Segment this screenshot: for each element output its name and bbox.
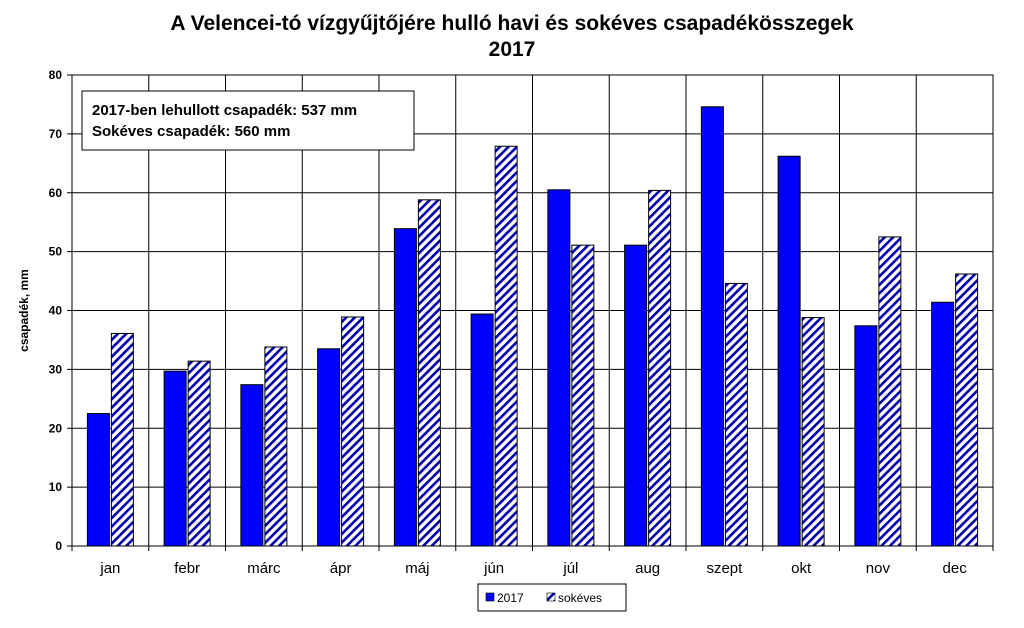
bar-2017-nov: [854, 325, 878, 547]
legend-label-2017: 2017: [497, 591, 524, 605]
bar-2017-jún: [470, 313, 494, 547]
x-tick-label: dec: [943, 560, 968, 577]
x-tick-label: nov: [866, 560, 891, 577]
bar-2017-jan: [86, 413, 110, 547]
y-tick-label: 60: [49, 186, 63, 200]
y-tick-label: 20: [49, 421, 63, 435]
x-tick-label: máj: [405, 560, 429, 577]
bar-sokeves-júl: [571, 244, 595, 547]
bar-2017-márc: [240, 384, 264, 547]
legend-label-sokeves: sokéves: [558, 591, 602, 605]
bar-sokeves-okt: [801, 317, 825, 547]
annotation-box: 2017-ben lehullott csapadék: 537 mm Soké…: [81, 90, 415, 151]
bar-2017-febr: [163, 370, 187, 547]
annotation-line-1: 2017-ben lehullott csapadék: 537 mm: [92, 102, 357, 119]
x-tick-label: jún: [483, 560, 504, 577]
x-tick-label: aug: [635, 560, 660, 577]
bar-sokeves-ápr: [341, 316, 365, 547]
bar-2017-aug: [624, 244, 648, 547]
x-tick-label: ápr: [330, 560, 352, 577]
bar-sokeves-jún: [494, 145, 518, 547]
legend: 2017 sokéves: [477, 583, 627, 612]
bar-sokeves-márc: [264, 346, 288, 547]
bar-2017-szept: [700, 106, 724, 547]
x-tick-label: júl: [562, 560, 578, 577]
bar-2017-júl: [547, 189, 571, 547]
bar-sokeves-dec: [955, 273, 979, 547]
y-tick-label: 80: [49, 68, 63, 82]
bar-2017-ápr: [317, 348, 341, 547]
bar-sokeves-jan: [110, 332, 134, 547]
legend-swatch-2017: [485, 592, 495, 602]
bar-sokeves-máj: [417, 199, 441, 547]
y-axis-label: csapadék, mm: [17, 269, 31, 352]
legend-swatch-sokeves: [546, 592, 556, 602]
chart-subtitle: 2017: [488, 38, 536, 61]
x-tick-label: márc: [247, 560, 281, 577]
chart-title: A Velencei-tó vízgyűjtőjére hulló havi é…: [170, 12, 854, 35]
bar-sokeves-aug: [648, 189, 672, 547]
y-tick-label: 10: [49, 480, 63, 494]
annotation-line-2: Sokéves csapadék: 560 mm: [92, 123, 290, 140]
x-tick-label: jan: [99, 560, 120, 577]
bar-2017-okt: [777, 155, 801, 547]
x-tick-label: febr: [174, 560, 200, 577]
y-tick-label: 70: [49, 127, 63, 141]
bar-2017-dec: [931, 301, 955, 547]
y-tick-label: 30: [49, 362, 63, 376]
y-tick-label: 50: [49, 245, 63, 259]
x-tick-label: szept: [706, 560, 743, 577]
x-tick-label: okt: [791, 560, 812, 577]
y-tick-label: 40: [49, 304, 63, 318]
bar-sokeves-szept: [724, 282, 748, 547]
y-tick-label: 0: [55, 539, 62, 553]
bar-sokeves-nov: [878, 236, 902, 547]
bar-2017-máj: [393, 228, 417, 547]
bar-sokeves-febr: [187, 360, 211, 547]
